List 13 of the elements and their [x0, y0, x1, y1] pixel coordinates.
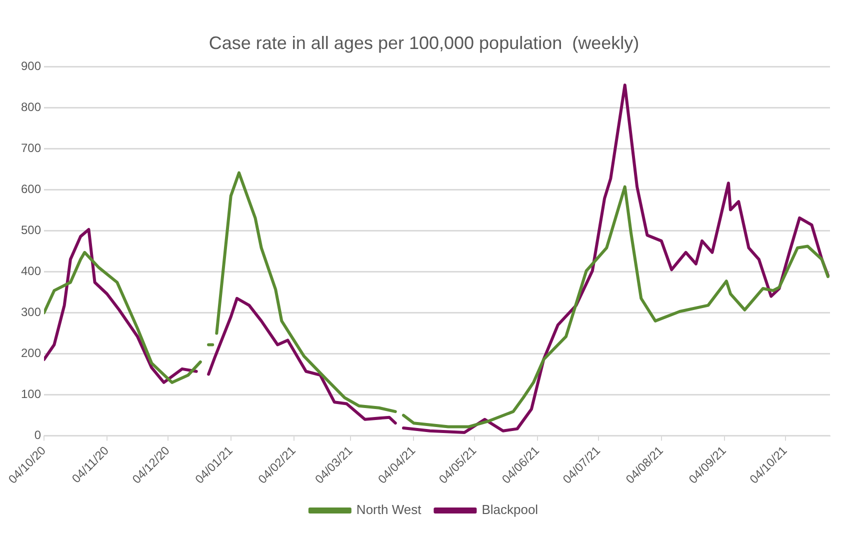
- y-tick-label: 800: [21, 100, 42, 114]
- y-tick-label: 400: [21, 264, 42, 278]
- chart-title: Case rate in all ages per 100,000 population (weekly): [208, 32, 640, 53]
- y-tick-label: 100: [21, 387, 42, 402]
- y-tick-label: 700: [21, 140, 42, 155]
- y-tick-label: 900: [21, 58, 42, 73]
- y-tick-label: 0: [34, 428, 42, 442]
- legend-label: Blackpool: [482, 502, 538, 518]
- legend-label: North West: [356, 502, 422, 518]
- y-tick-label: 500: [21, 222, 42, 237]
- y-tick-label: 200: [21, 346, 42, 360]
- y-tick-label: 300: [21, 305, 42, 320]
- y-tick-label: 600: [21, 182, 42, 196]
